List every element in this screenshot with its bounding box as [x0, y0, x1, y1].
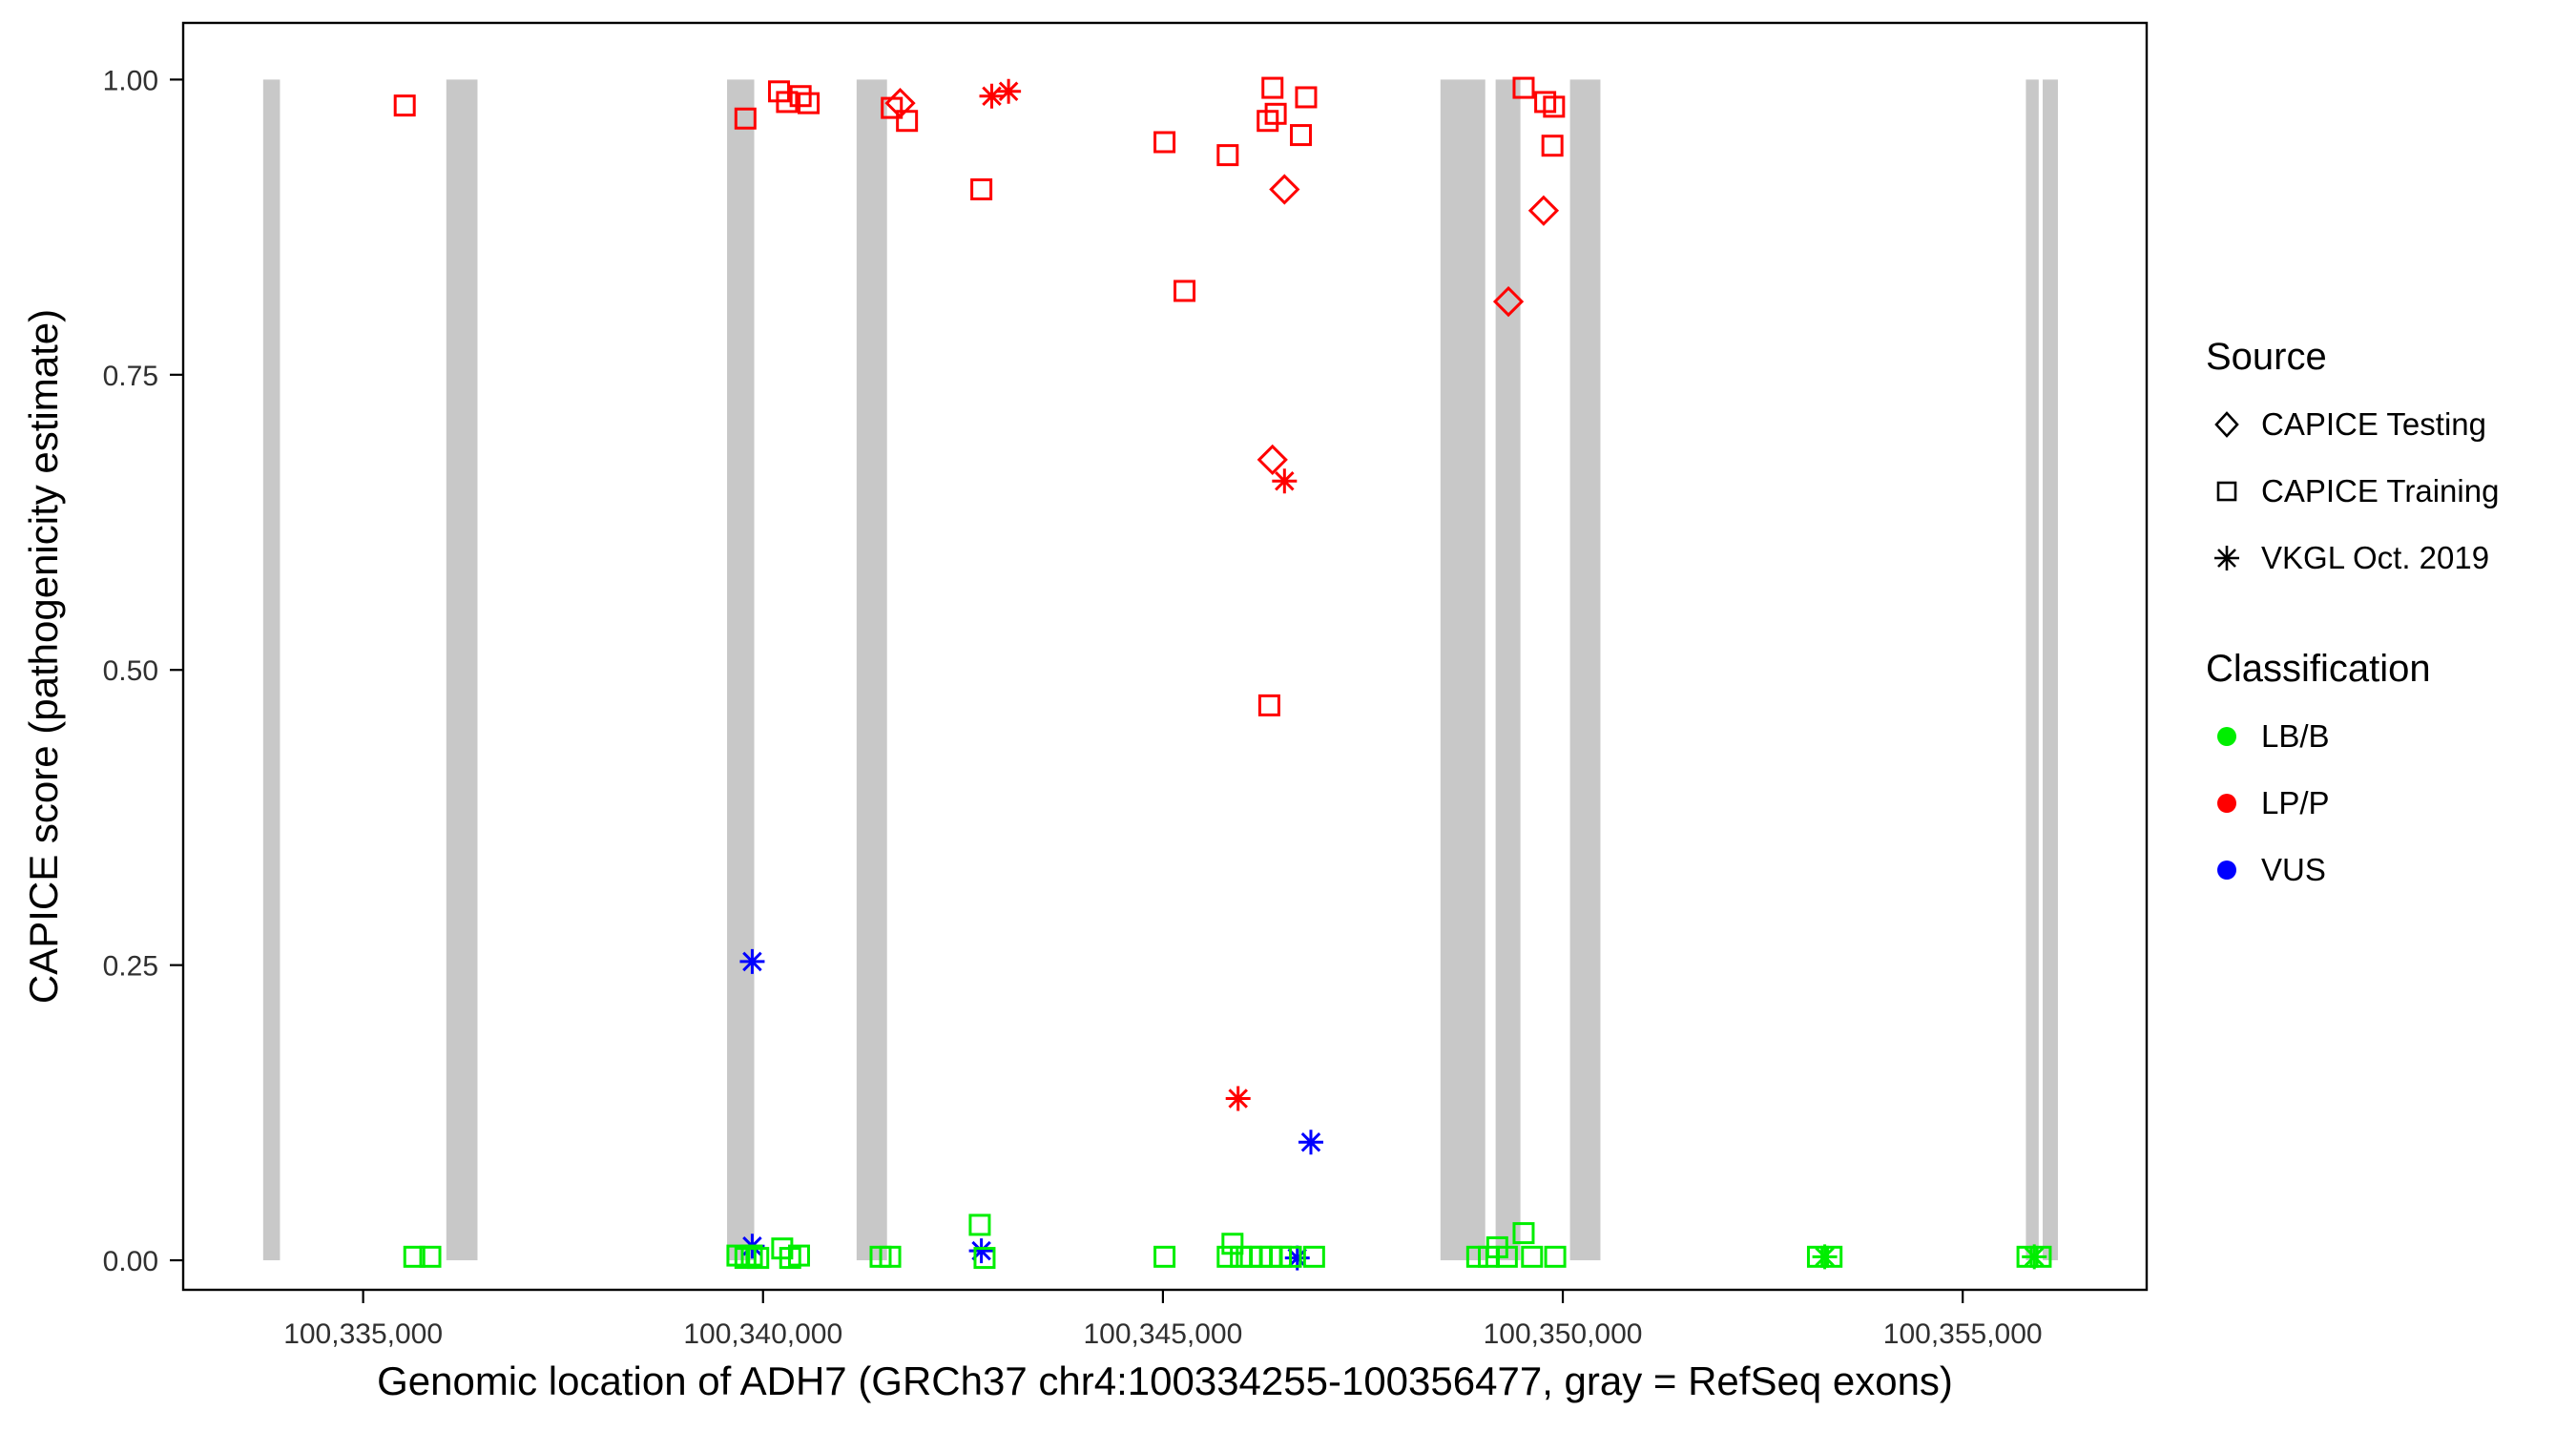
x-axis-label: Genomic location of ADH7 (GRCh37 chr4:10…: [377, 1358, 1953, 1403]
exon-bar: [1495, 79, 1521, 1261]
legend-item-label: VKGL Oct. 2019: [2261, 540, 2490, 575]
diamond-icon: [2206, 404, 2248, 446]
data-point: [1257, 694, 1280, 716]
exon-bar: [262, 79, 280, 1261]
plot-panel-border: [181, 21, 2149, 1292]
exon-bar: [1569, 79, 1601, 1261]
legend-item-lbb: LB/B: [2206, 716, 2499, 757]
data-point: [1257, 444, 1288, 476]
data-point: [1261, 76, 1284, 99]
data-point: [968, 1238, 994, 1264]
data-point: [787, 1244, 810, 1267]
x-tick-label: 100,345,000: [1083, 1318, 1242, 1350]
data-point: [970, 178, 993, 201]
data-point: [1279, 1245, 1302, 1268]
data-point: [1298, 1130, 1323, 1155]
data-point: [1812, 1244, 1838, 1270]
data-point: [968, 1213, 991, 1236]
asterisk-icon: [2206, 537, 2248, 579]
data-point: [1216, 144, 1239, 167]
legend-item-capice-training: CAPICE Training: [2206, 470, 2499, 512]
legend-item-capice-testing: CAPICE Testing: [2206, 404, 2499, 446]
data-point: [996, 78, 1022, 104]
legend-item-label: LP/P: [2261, 785, 2330, 820]
data-point: [896, 110, 919, 133]
data-point: [403, 1245, 426, 1268]
y-tick-label: 0.00: [103, 1246, 158, 1277]
y-tick-label: 0.25: [103, 951, 158, 983]
data-point: [1544, 1245, 1567, 1268]
exon-bar: [856, 79, 887, 1261]
data-point: [1269, 174, 1300, 205]
square-icon: [2206, 470, 2248, 512]
legend-item-vkgl: VKGL Oct. 2019: [2206, 537, 2499, 579]
data-point: [726, 1244, 749, 1267]
legend-item-label: CAPICE Training: [2261, 473, 2500, 508]
data-point: [1284, 1245, 1310, 1271]
data-point: [798, 92, 821, 114]
data-point: [1295, 86, 1318, 109]
data-point: [2022, 1244, 2047, 1270]
data-point: [1174, 280, 1196, 302]
x-tick-label: 100,335,000: [283, 1318, 443, 1350]
legend-item-lpp: LP/P: [2206, 782, 2499, 824]
exon-bar: [2025, 79, 2039, 1261]
x-tick-label: 100,340,000: [683, 1318, 842, 1350]
y-tick-label: 1.00: [103, 65, 158, 96]
data-point: [1257, 110, 1279, 133]
data-point: [393, 94, 416, 117]
data-point: [1543, 95, 1566, 118]
data-point: [1820, 1245, 1843, 1268]
legend-item-vus: VUS: [2206, 849, 2499, 891]
data-point: [973, 1247, 996, 1270]
lpp-dot-icon: [2206, 782, 2248, 824]
data-point: [1527, 195, 1560, 226]
data-point: [2029, 1245, 2052, 1268]
data-point: [776, 91, 799, 114]
data-point: [789, 85, 812, 108]
data-point: [740, 1244, 763, 1267]
data-point: [734, 1247, 757, 1270]
lbb-dot-icon: [2206, 716, 2248, 757]
data-point: [1264, 102, 1287, 125]
data-point: [1302, 1245, 1325, 1268]
vus-dot-icon: [2206, 849, 2248, 891]
data-point: [1495, 1245, 1518, 1268]
x-tick-label: 100,350,000: [1484, 1318, 1643, 1350]
legend-source-title: Source: [2206, 336, 2327, 378]
data-point: [1272, 468, 1298, 494]
y-tick-label: 0.50: [103, 655, 158, 687]
data-point: [884, 88, 916, 119]
legend-item-label: LB/B: [2261, 718, 2330, 754]
exon-bar: [1440, 79, 1485, 1261]
data-point: [1225, 1086, 1251, 1111]
data-point: [1153, 1245, 1176, 1268]
legend: Source CAPICE Testing CAPICE Training VK…: [2206, 336, 2499, 916]
data-point: [979, 83, 1005, 109]
legend-classification-title: Classification: [2206, 648, 2431, 690]
y-tick-label: 0.75: [103, 361, 158, 392]
data-point: [1153, 131, 1176, 154]
exon-bar: [727, 79, 755, 1261]
data-point: [739, 948, 765, 974]
exon-bar: [2043, 79, 2058, 1261]
data-point: [1492, 285, 1525, 318]
data-point: [1512, 1222, 1535, 1245]
data-point: [1290, 124, 1313, 147]
y-axis-label: CAPICE score (pathogenicity estimate): [21, 308, 66, 1005]
data-point: [419, 1245, 442, 1268]
data-point: [734, 107, 757, 130]
exon-bar: [446, 79, 478, 1261]
legend-item-label: CAPICE Testing: [2261, 406, 2486, 442]
data-point: [1216, 1245, 1239, 1268]
data-point: [879, 1245, 902, 1268]
data-point: [747, 1247, 770, 1270]
data-point: [1512, 76, 1535, 99]
data-point: [1521, 1245, 1544, 1268]
x-tick-label: 100,355,000: [1883, 1318, 2043, 1350]
data-point: [1541, 135, 1564, 157]
legend-item-label: VUS: [2261, 852, 2326, 887]
